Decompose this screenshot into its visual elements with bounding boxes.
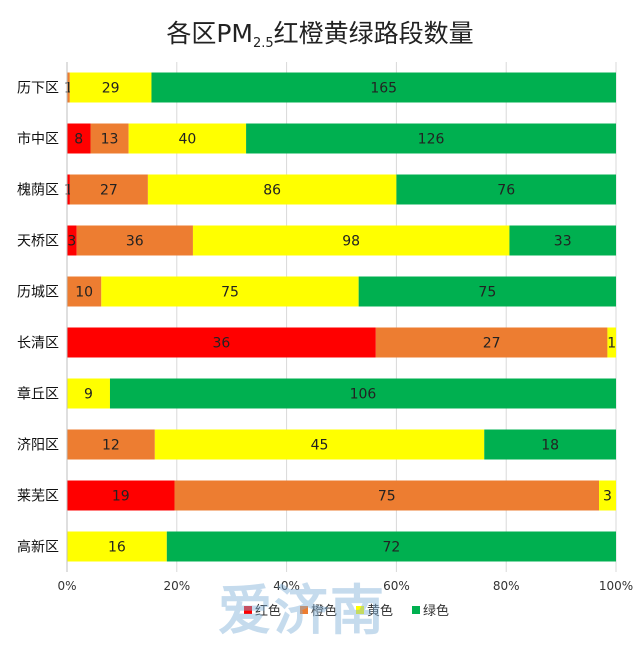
bar-segment — [76, 225, 193, 256]
data-label: 40 — [178, 132, 196, 148]
bar-segment — [151, 72, 616, 103]
data-label: 72 — [382, 540, 400, 556]
data-label: 8 — [74, 132, 83, 148]
data-label: 27 — [483, 336, 501, 352]
data-label: 126 — [418, 132, 445, 148]
bar-segment — [174, 480, 600, 511]
bar-segment — [358, 276, 616, 307]
bar-segment — [599, 480, 616, 511]
bar-segment — [67, 225, 77, 256]
data-label: 27 — [100, 183, 118, 199]
bar-segment — [67, 72, 70, 103]
bar-segment — [246, 123, 616, 154]
x-tick-label: 100% — [599, 579, 633, 593]
data-label: 12 — [102, 438, 120, 454]
data-label: 165 — [370, 81, 397, 97]
data-label: 3 — [67, 234, 76, 250]
data-label: 76 — [497, 183, 515, 199]
category-label: 历城区 — [17, 285, 59, 301]
bar-segment — [67, 123, 91, 154]
data-label: 36 — [212, 336, 230, 352]
bar-segment — [67, 174, 70, 205]
x-tick-label: 0% — [57, 579, 76, 593]
data-label: 9 — [84, 387, 93, 403]
category-label: 市中区 — [17, 131, 59, 148]
data-label: 1 — [64, 81, 73, 97]
legend-label: 黄色 — [367, 603, 393, 619]
category-label: 历下区 — [17, 81, 59, 97]
bar-segment — [101, 276, 359, 307]
data-label: 19 — [112, 489, 130, 505]
bar-segment — [166, 531, 616, 562]
bar-segment — [69, 174, 148, 205]
category-label: 章丘区 — [17, 386, 59, 403]
data-label: 106 — [350, 387, 377, 403]
data-label: 13 — [101, 132, 119, 148]
x-tick-label: 60% — [383, 579, 410, 593]
bar-segment — [147, 174, 397, 205]
data-label: 98 — [342, 234, 360, 250]
data-label: 1 — [607, 336, 616, 352]
bar-segment — [67, 531, 167, 562]
x-tick-label: 80% — [493, 579, 520, 593]
data-label: 75 — [478, 285, 496, 301]
bar-segment — [90, 123, 129, 154]
chart-title: 各区PM2.5红橙黄绿路段数量 — [166, 19, 474, 51]
legend-swatch — [300, 606, 308, 614]
bar-segment — [509, 225, 616, 256]
bar-segment — [396, 174, 616, 205]
bar-segment — [192, 225, 510, 256]
data-label: 33 — [554, 234, 572, 250]
bar-segment — [154, 429, 485, 460]
data-label: 86 — [263, 183, 281, 199]
legend-label: 绿色 — [423, 603, 449, 619]
category-label: 天桥区 — [17, 234, 59, 250]
watermark-logo: 爱济南 — [218, 579, 386, 642]
bar-segment — [67, 429, 155, 460]
category-label: 槐荫区 — [17, 183, 59, 199]
bar-segment — [375, 327, 608, 358]
bar-segment — [607, 327, 616, 358]
legend-label: 红色 — [255, 603, 281, 619]
category-label: 长清区 — [17, 336, 59, 352]
bar-segment — [69, 72, 152, 103]
data-label: 10 — [75, 285, 93, 301]
legend-swatch — [356, 606, 364, 614]
bar-segment — [67, 276, 102, 307]
data-label: 75 — [221, 285, 239, 301]
data-label: 36 — [126, 234, 144, 250]
legend-label: 橙色 — [311, 603, 337, 619]
data-label: 16 — [108, 540, 126, 556]
category-label: 高新区 — [17, 539, 59, 556]
data-label: 3 — [603, 489, 612, 505]
data-label: 1 — [64, 183, 73, 199]
data-label: 45 — [311, 438, 329, 454]
bar-segment — [128, 123, 247, 154]
bar-segment — [484, 429, 616, 460]
data-label: 18 — [541, 438, 559, 454]
legend-swatch — [412, 606, 420, 614]
legend-swatch — [244, 606, 252, 614]
bar-segment — [67, 378, 110, 409]
x-tick-label: 40% — [273, 579, 300, 593]
category-label: 莱芜区 — [17, 488, 59, 505]
x-tick-label: 20% — [163, 579, 190, 593]
category-label: 济阳区 — [17, 438, 59, 454]
bar-segment — [67, 480, 175, 511]
bar-segment — [109, 378, 617, 409]
data-label: 29 — [102, 81, 120, 97]
data-label: 75 — [378, 489, 396, 505]
bar-segment — [67, 327, 376, 358]
